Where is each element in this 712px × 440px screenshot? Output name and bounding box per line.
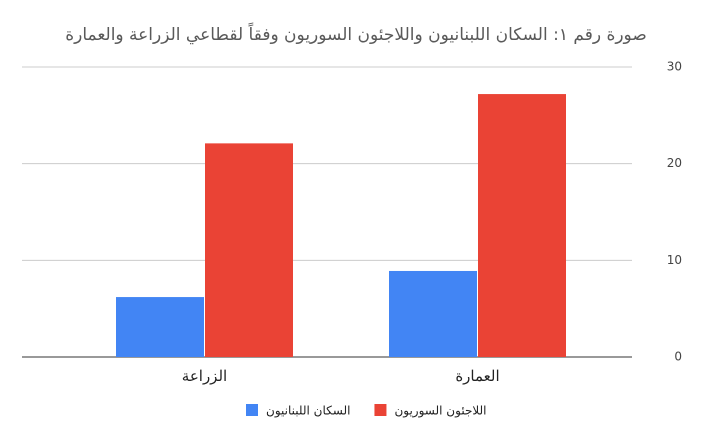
x-tick-label: الزراعة	[182, 367, 227, 385]
bar	[478, 94, 566, 358]
legend-swatch	[374, 404, 387, 416]
bar	[116, 297, 204, 357]
x-tick-label: العمارة	[455, 367, 499, 385]
y-tick-label: 10	[667, 253, 682, 267]
legend-label: السكان اللبنانيون	[266, 404, 350, 419]
legend-label: اللاجئون السوريون	[394, 404, 486, 419]
bar	[389, 270, 477, 357]
legend-swatch	[246, 404, 258, 416]
y-tick-label: 0	[674, 350, 682, 364]
bar	[205, 143, 293, 357]
y-tick-label: 20	[667, 156, 682, 170]
chart-title: صورة رقم ١: السكان اللبنانيون واللاجئون …	[65, 21, 647, 45]
y-tick-label: 30	[667, 60, 682, 74]
